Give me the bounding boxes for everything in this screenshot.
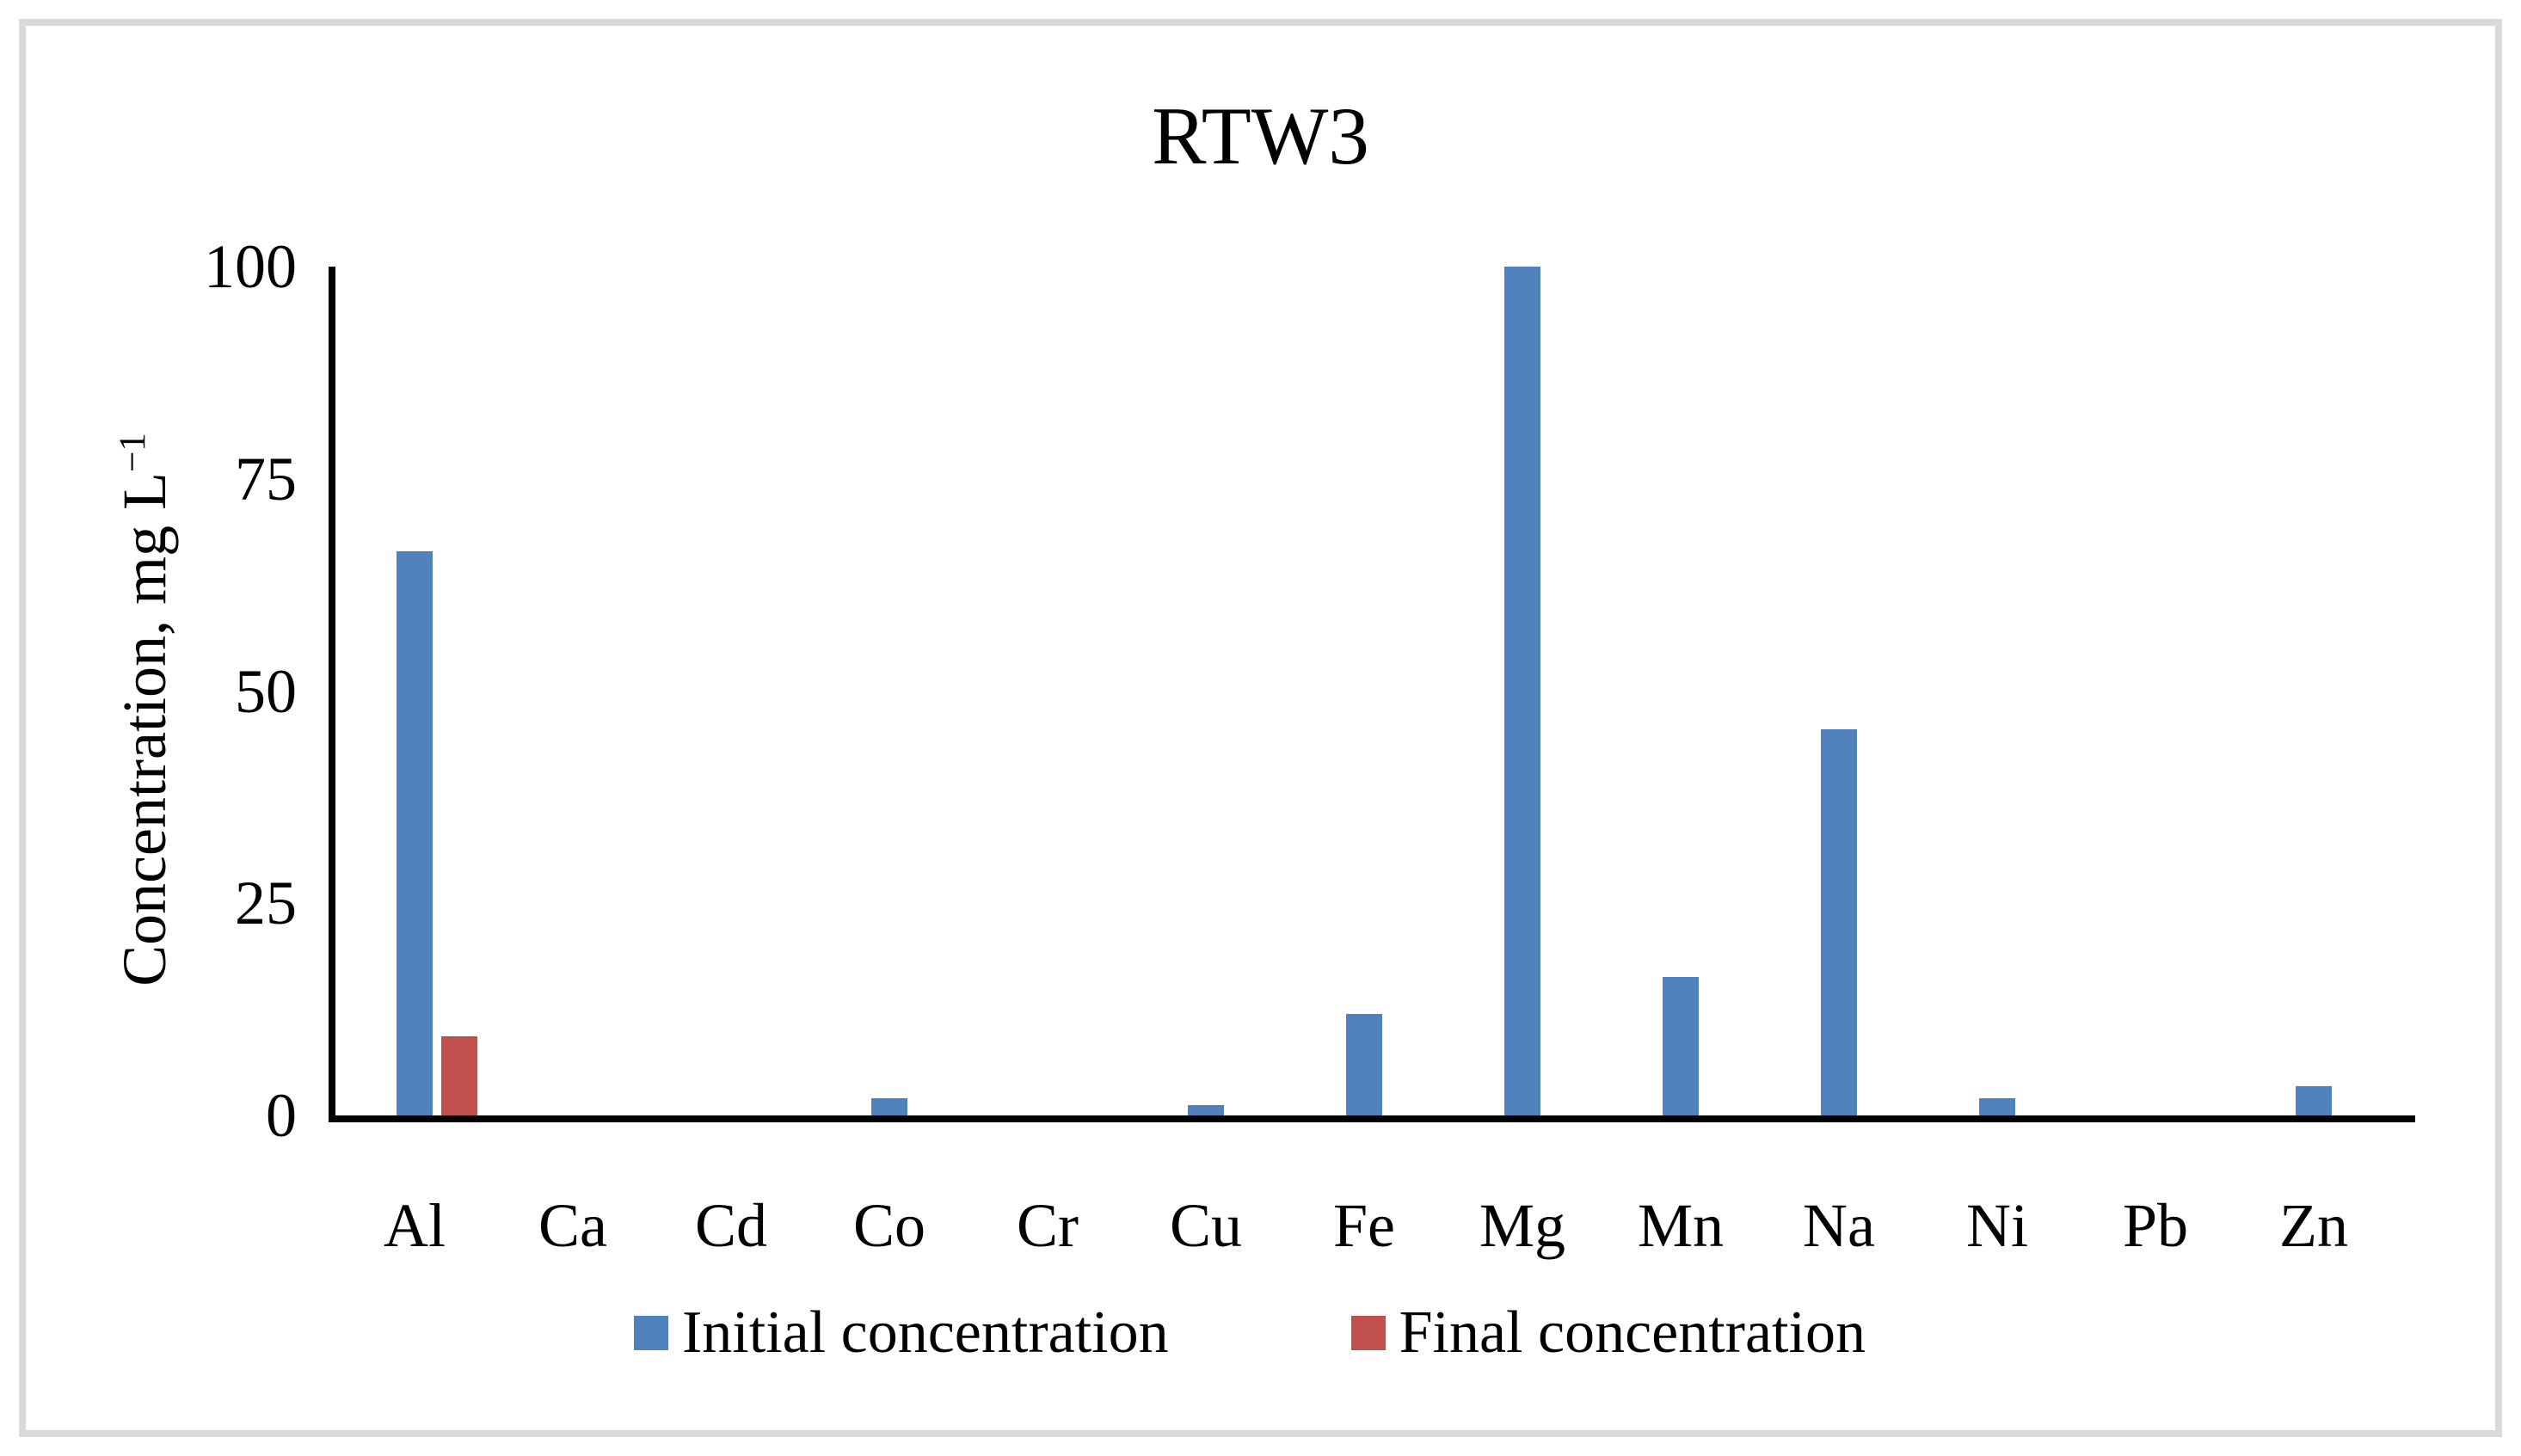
x-category-label-ni: Ni bbox=[1966, 1191, 2028, 1260]
bar-initial-zn bbox=[2296, 1086, 2332, 1115]
chart-title: RTW3 bbox=[1152, 90, 1369, 181]
x-category-label-na: Na bbox=[1803, 1191, 1875, 1260]
x-category-label-cd: Cd bbox=[694, 1191, 768, 1260]
legend-label-final: Final concentration bbox=[1399, 1299, 1866, 1366]
legend-label-initial: Initial concentration bbox=[682, 1299, 1169, 1366]
x-category-label-cr: Cr bbox=[1017, 1191, 1079, 1260]
bar-initial-mg bbox=[1504, 267, 1540, 1115]
plot-area bbox=[329, 267, 2415, 1122]
y-tick-label: 25 bbox=[235, 869, 297, 938]
legend-item-final: Final concentration bbox=[1350, 1299, 1866, 1366]
y-tick-label: 0 bbox=[266, 1081, 297, 1150]
legend-swatch-initial bbox=[634, 1316, 668, 1350]
x-category-label-fe: Fe bbox=[1333, 1191, 1395, 1260]
x-category-label-mn: Mn bbox=[1637, 1191, 1725, 1260]
y-tick-label: 100 bbox=[204, 232, 297, 301]
x-category-label-co: Co bbox=[852, 1191, 926, 1260]
legend-item-initial: Initial concentration bbox=[634, 1300, 1169, 1366]
figure-border bbox=[19, 19, 2502, 1437]
x-category-label-ca: Ca bbox=[538, 1191, 607, 1260]
x-category-label-pb: Pb bbox=[2122, 1191, 2189, 1260]
legend: Initial concentration Final concentration bbox=[634, 1300, 1866, 1366]
x-axis-line bbox=[329, 1115, 2415, 1122]
x-category-label-mg: Mg bbox=[1479, 1191, 1566, 1260]
x-category-label-al: Al bbox=[384, 1191, 446, 1260]
bar-initial-fe bbox=[1346, 1013, 1382, 1115]
y-tick-label: 75 bbox=[235, 444, 297, 513]
bar-initial-mn bbox=[1663, 977, 1699, 1115]
bar-initial-al bbox=[397, 550, 433, 1115]
bar-initial-cu bbox=[1188, 1105, 1224, 1115]
bar-initial-ni bbox=[1979, 1098, 2015, 1115]
bar-initial-na bbox=[1821, 728, 1857, 1115]
bar-final-al bbox=[441, 1036, 477, 1115]
y-axis-line bbox=[329, 267, 335, 1122]
bar-initial-co bbox=[871, 1098, 907, 1115]
legend-swatch-final bbox=[1350, 1316, 1386, 1350]
y-tick-label: 50 bbox=[235, 656, 297, 726]
x-category-label-cu: Cu bbox=[1169, 1191, 1243, 1260]
x-category-label-zn: Zn bbox=[2279, 1191, 2348, 1260]
